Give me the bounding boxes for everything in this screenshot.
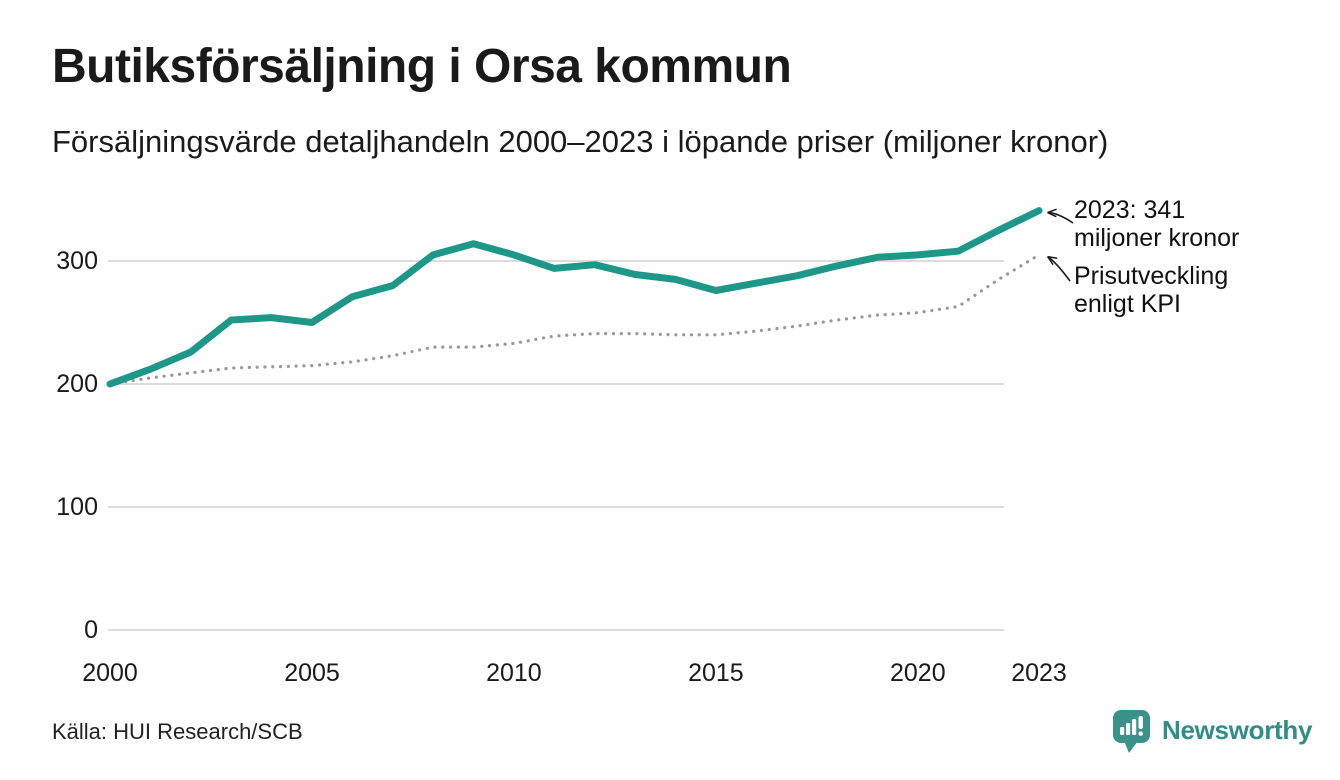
annotation-line: Prisutveckling [1074,262,1229,290]
y-tick-label: 0 [84,616,98,644]
annotation-line: 2023: 341 [1074,196,1186,224]
annotation-line: enligt KPI [1074,290,1182,318]
y-tick-label: 100 [56,493,98,521]
kpi-line [108,253,1041,386]
annotation-arrow-sales [1047,208,1074,224]
chart-subtitle: Försäljningsvärde detaljhandeln 2000–202… [52,124,1109,159]
x-tick-label: 2015 [688,659,744,687]
end-annotation-kpi: Prisutveckling enligt KPI [1074,262,1228,318]
y-tick-label: 300 [56,247,98,275]
newsworthy-bubble-icon [1113,710,1150,753]
x-tick-label: 2000 [82,659,138,687]
x-tick-label: 2023 [1011,659,1067,687]
page-title: Butiksförsäljning i Orsa kommun [52,40,792,93]
newsworthy-wordmark: Newsworthy [1162,715,1313,745]
sales-line [106,207,1043,388]
annotation-line: miljoner kronor [1074,224,1240,252]
annotation-arrow-kpi [1046,255,1071,282]
y-tick-label: 200 [56,370,98,398]
end-annotation-sales: 2023: 341 miljoner kronor [1074,196,1239,252]
x-tick-label: 2010 [486,659,542,687]
source-note: Källa: HUI Research/SCB [52,719,303,744]
x-tick-label: 2005 [284,659,340,687]
newsworthy-logo: Newsworthy [1112,709,1312,753]
x-tick-label: 2020 [890,659,946,687]
line-chart: 0 100 200 300 2000 2005 2010 2015 2020 2023 [56,207,1074,687]
